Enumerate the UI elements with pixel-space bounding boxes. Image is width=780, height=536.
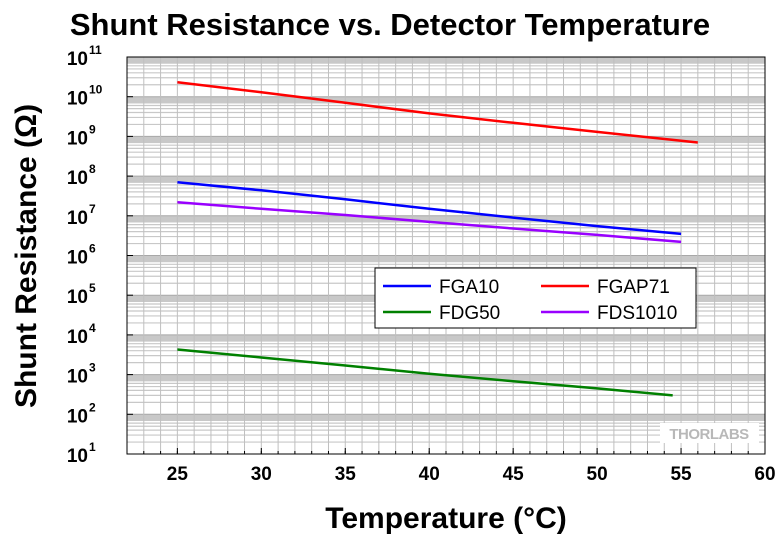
- y-tick-exponent: 7: [89, 202, 96, 216]
- y-tick-label: 10: [67, 89, 88, 110]
- logo-background: [660, 423, 759, 443]
- x-tick-label: 60: [754, 464, 775, 485]
- y-tick-label: 10: [67, 287, 88, 308]
- x-tick-label: 35: [335, 464, 357, 485]
- x-tick-label: 50: [587, 464, 608, 485]
- legend-label-fga10: FGA10: [439, 277, 499, 298]
- y-tick-exponent: 11: [89, 43, 102, 57]
- thorlabs-logo: THORLABS: [660, 423, 759, 443]
- x-axis-label: Temperature (°C): [325, 502, 566, 535]
- legend: FGA10 FGAP71 FDG50 FDS1010: [374, 267, 697, 329]
- y-tick-exponent: 6: [89, 242, 96, 256]
- x-tick-label: 25: [167, 464, 189, 485]
- x-tick-label: 55: [670, 464, 692, 485]
- y-tick-exponent: 10: [89, 83, 103, 97]
- series-line-fgap71: [177, 81, 698, 144]
- x-tick-label: 30: [251, 464, 272, 485]
- y-tick-exponent: 9: [89, 122, 96, 136]
- series-lines: [177, 81, 698, 397]
- chart-title: Shunt Resistance vs. Detector Temperatur…: [70, 7, 710, 42]
- y-axis-label: Shunt Resistance (Ω): [10, 104, 43, 408]
- y-tick-exponent: 5: [89, 281, 96, 295]
- x-tick-label: 40: [419, 464, 440, 485]
- legend-label-fdg50: FDG50: [439, 303, 500, 324]
- series-line-fdg50: [177, 348, 673, 397]
- x-tick-label: 45: [503, 464, 525, 485]
- logo-text: THORLABS: [669, 426, 749, 443]
- legend-label-fds1010: FDS1010: [597, 303, 677, 324]
- y-tick-label: 10: [67, 406, 88, 427]
- y-tick-label: 10: [67, 367, 88, 388]
- y-tick-label: 10: [67, 49, 88, 70]
- y-tick-label: 10: [67, 168, 88, 189]
- legend-box: [374, 267, 697, 329]
- series-line-fds1010: [177, 200, 682, 244]
- y-tick-label: 10: [67, 327, 88, 348]
- y-tick-label: 10: [67, 208, 88, 229]
- y-tick-label: 10: [67, 248, 88, 269]
- y-tick-exponent: 8: [89, 162, 96, 176]
- legend-label-fgap71: FGAP71: [597, 277, 670, 298]
- y-tick-exponent: 4: [89, 321, 96, 335]
- series-line-fga10: [177, 180, 682, 236]
- y-tick-exponent: 3: [89, 361, 96, 375]
- y-tick-exponent: 1: [89, 440, 96, 454]
- y-tick-exponent: 2: [89, 400, 96, 414]
- y-tick-label: 10: [67, 446, 88, 467]
- y-tick-label: 10: [67, 128, 88, 149]
